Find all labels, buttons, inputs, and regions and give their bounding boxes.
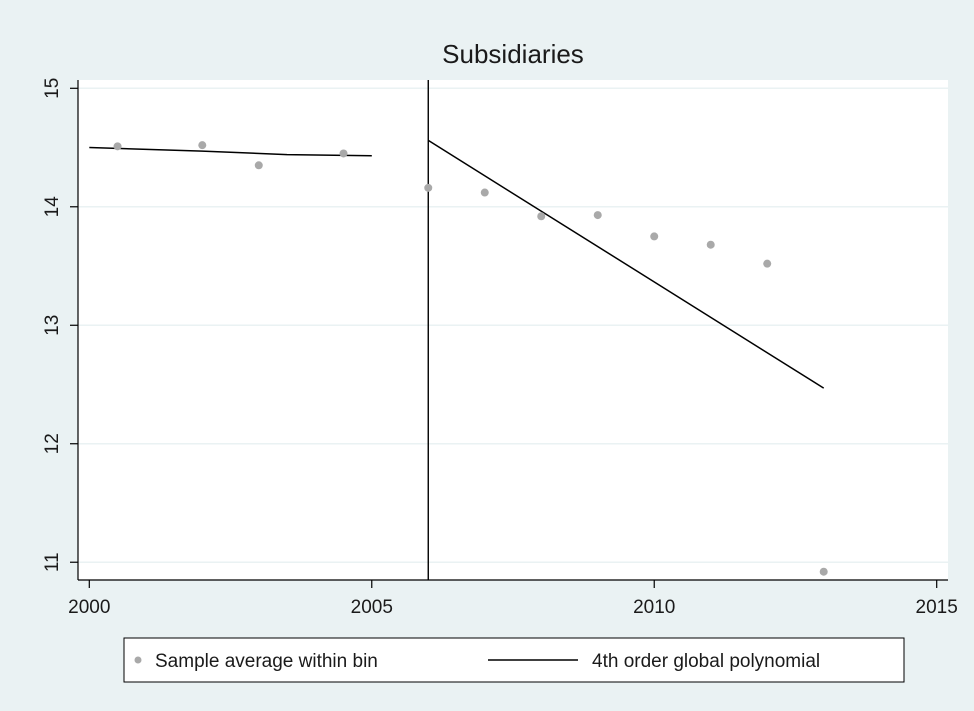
scatter-point-11 <box>819 567 828 576</box>
legend: Sample average within bin 4th order glob… <box>123 637 905 683</box>
legend-label-line: 4th order global polynomial <box>592 651 820 672</box>
scatter-point-4 <box>424 183 433 192</box>
scatter-point-2 <box>254 161 263 170</box>
y-tick-label-13: 13 <box>42 315 63 336</box>
scatter-point-3 <box>339 149 348 158</box>
scatter-point-9 <box>706 240 715 249</box>
scatter-point-7 <box>593 211 602 220</box>
legend-label-scatter: Sample average within bin <box>155 651 378 672</box>
polynomial-fit-segment-1 <box>427 139 825 389</box>
gridlines <box>78 87 948 563</box>
scatter-point-8 <box>650 232 659 241</box>
scatter-point-1 <box>198 141 207 150</box>
scatter-point-10 <box>763 259 772 268</box>
x-tick-label-2000: 2000 <box>68 597 110 618</box>
scatter-point-5 <box>480 188 489 197</box>
plot-area <box>78 80 948 580</box>
y-tick-label-14: 14 <box>42 196 63 218</box>
x-tick-label-2015: 2015 <box>916 597 958 618</box>
chart-title: Subsidiaries <box>442 39 584 69</box>
legend-marker-scatter <box>134 656 142 664</box>
scatter-point-6 <box>537 212 546 221</box>
polynomial-fit-segment-0 <box>89 146 372 157</box>
chart-marks <box>89 80 828 580</box>
axes: 2000 2005 2010 2015 11 12 13 14 15 <box>42 78 958 618</box>
y-tick-label-15: 15 <box>42 78 63 99</box>
scatter-point-0 <box>113 142 122 151</box>
x-tick-label-2005: 2005 <box>351 597 393 618</box>
y-tick-label-11: 11 <box>42 552 63 572</box>
y-tick-label-12: 12 <box>42 433 63 454</box>
x-tick-label-2010: 2010 <box>633 597 675 618</box>
